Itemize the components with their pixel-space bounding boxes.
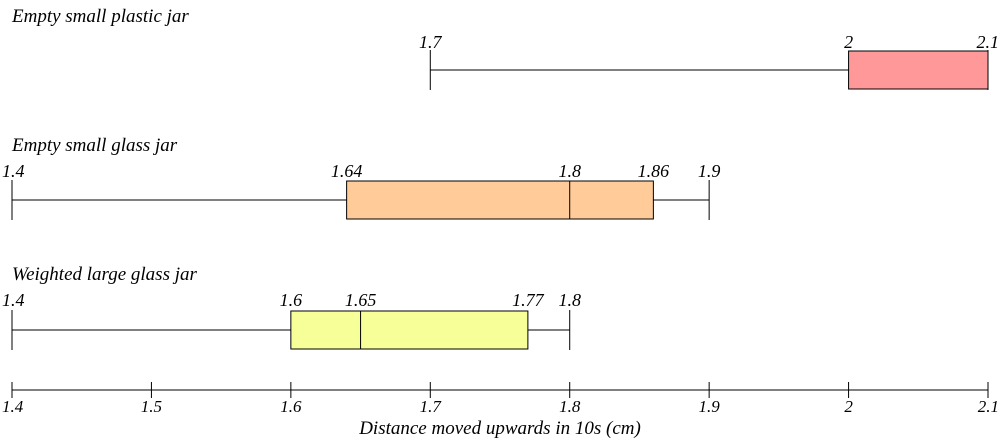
value-label: 1.77 — [512, 290, 545, 310]
value-label: 1.7 — [419, 32, 443, 52]
x-tick-label: 1.7 — [420, 397, 443, 416]
x-axis-label: Distance moved upwards in 10s (cm) — [358, 418, 641, 439]
series-title: Weighted large glass jar — [12, 264, 198, 285]
value-label: 2.1 — [977, 32, 1000, 52]
x-tick-label: 1.9 — [699, 397, 721, 416]
iqr-box — [346, 180, 654, 220]
x-tick-label: 1.6 — [280, 397, 302, 416]
value-label: 1.4 — [2, 161, 25, 181]
value-label: 1.9 — [698, 161, 721, 181]
value-label: 1.8 — [558, 161, 581, 181]
iqr-box — [848, 50, 989, 90]
series-title: Empty small plastic jar — [11, 6, 189, 27]
value-label: 1.8 — [558, 290, 581, 310]
x-tick-label: 1.4 — [2, 397, 24, 416]
value-label: 1.6 — [280, 290, 303, 310]
series-title: Empty small glass jar — [11, 135, 178, 156]
value-label: 1.86 — [638, 161, 670, 181]
x-tick-label: 2 — [844, 397, 853, 416]
value-label: 1.4 — [2, 290, 25, 310]
x-tick-label: 1.5 — [141, 397, 162, 416]
value-label: 2 — [844, 32, 853, 52]
value-label: 1.64 — [331, 161, 363, 181]
value-label: 1.65 — [345, 290, 377, 310]
x-tick-label: 2.1 — [978, 397, 999, 416]
iqr-box — [290, 310, 529, 350]
x-tick-label: 1.8 — [559, 397, 581, 416]
